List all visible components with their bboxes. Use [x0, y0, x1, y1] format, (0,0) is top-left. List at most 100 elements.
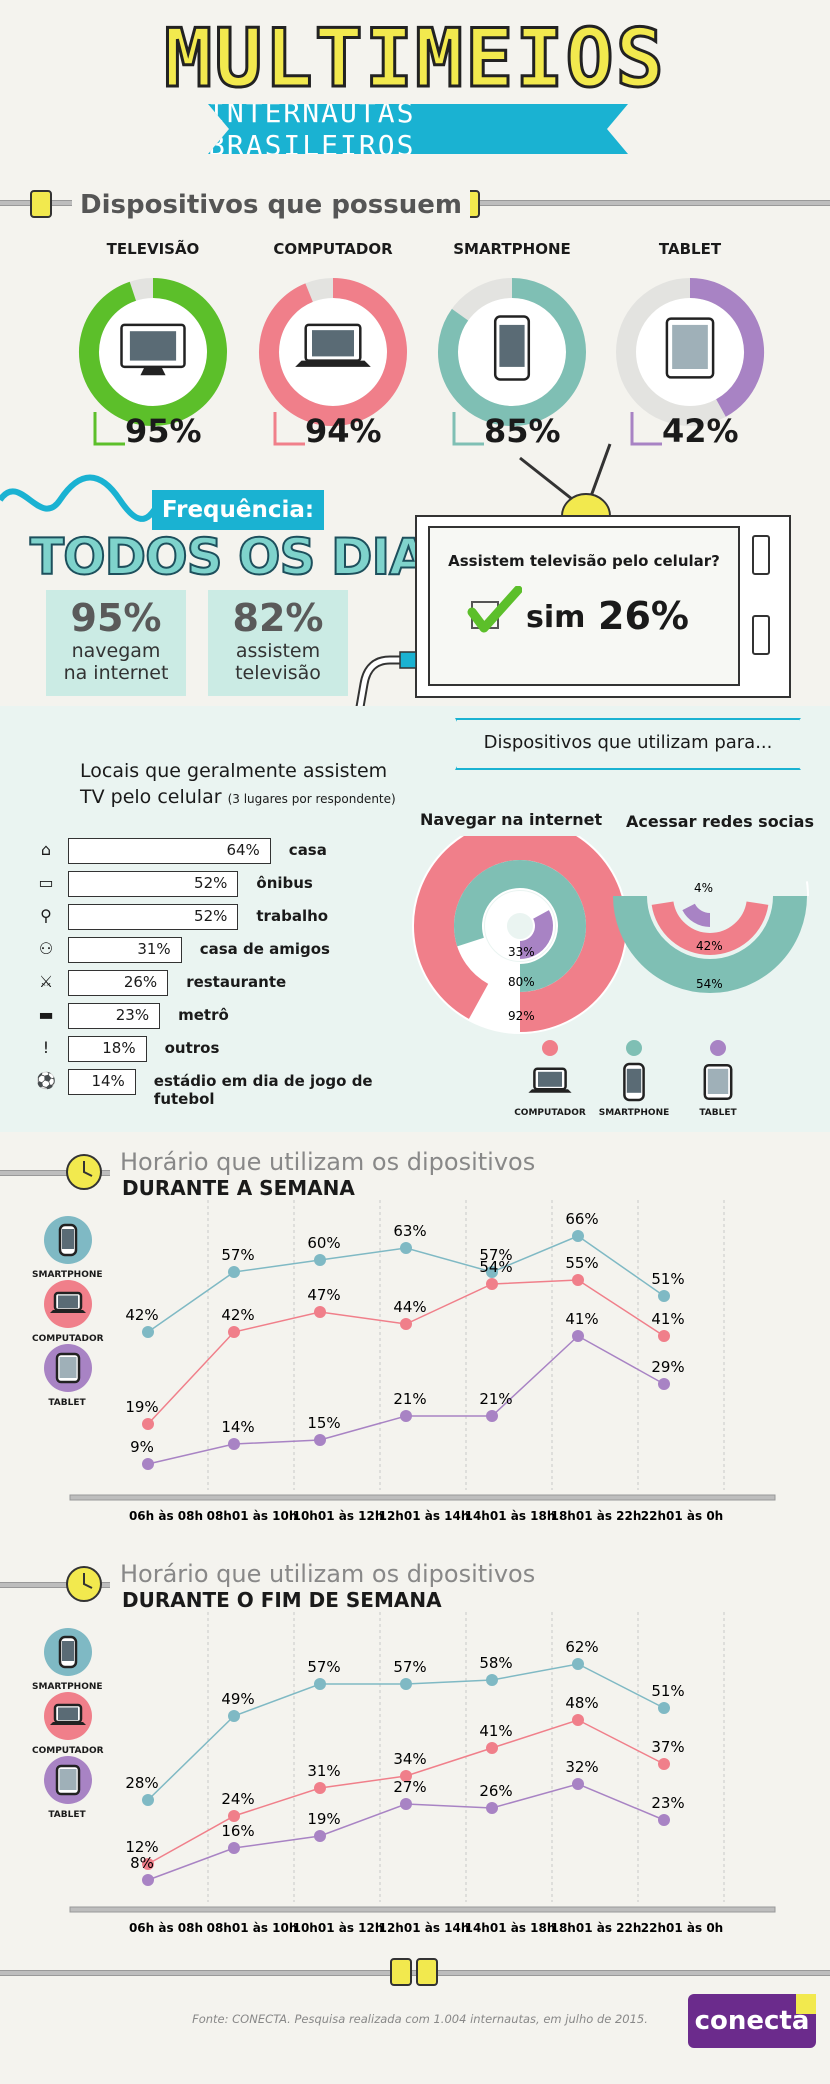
data-label: 21% — [479, 1390, 512, 1408]
devices-heading: Dispositivos que possuem — [72, 190, 470, 220]
data-point — [400, 1242, 412, 1254]
chart-title: Horário que utilizam os dipositivos — [120, 1560, 536, 1588]
location-label: estádio em dia de jogo de futebol — [153, 1072, 373, 1108]
locations-bar-list: ⌂ 64% casa ▭ 52% ônibus ⚲ 52% trabalho ⚇ 31% casa d… — [30, 838, 430, 1118]
ring-value-arc — [259, 278, 407, 426]
data-label: 55% — [565, 1254, 598, 1272]
data-point — [572, 1330, 584, 1342]
stat-box-tv: 82% assistem televisão — [208, 590, 348, 696]
location-label: ônibus — [256, 874, 313, 892]
data-label: 19% — [307, 1810, 340, 1828]
location-label: metrô — [178, 1006, 229, 1024]
train-icon: ▬ — [38, 1005, 54, 1024]
ring-value-arc — [79, 278, 227, 426]
data-label: 29% — [651, 1358, 684, 1376]
data-point — [658, 1290, 670, 1302]
tv-question: Assistem televisão pelo celular? — [448, 552, 720, 570]
data-label: 41% — [479, 1722, 512, 1740]
data-label: 54% — [479, 1258, 512, 1276]
locations-note: (3 lugares por respondente) — [227, 792, 396, 806]
cable-wave — [0, 474, 160, 522]
data-label: 37% — [651, 1738, 684, 1756]
donut-label: 33% — [508, 945, 535, 959]
data-point — [314, 1830, 326, 1842]
usage-donuts: 33% 80% 92% 4% 42% 54% — [412, 836, 809, 1034]
data-point — [572, 1714, 584, 1726]
data-label: 19% — [125, 1398, 158, 1416]
location-bar: 64% — [68, 838, 271, 864]
usage-heading: Dispositivos que utilizam para... — [483, 732, 773, 753]
ring-leader-line — [452, 412, 484, 446]
legend-dot — [710, 1040, 726, 1056]
data-label: 15% — [307, 1414, 340, 1432]
data-label: 26% — [479, 1782, 512, 1800]
data-label: 28% — [125, 1774, 158, 1792]
data-point — [658, 1378, 670, 1390]
data-point — [314, 1782, 326, 1794]
chart-rail — [0, 1582, 110, 1588]
plug-footer — [390, 1958, 412, 1986]
data-label: 62% — [565, 1638, 598, 1656]
data-label: 41% — [565, 1310, 598, 1328]
cutlery-icon: ⚔ — [38, 972, 54, 991]
x-axis — [69, 1494, 776, 1501]
location-bar: 14% — [68, 1069, 136, 1095]
legend-caption: COMPUTADOR — [32, 1334, 104, 1344]
tv-pct: 26% — [598, 594, 689, 638]
clock-icon — [66, 1154, 102, 1190]
legend-label: SMARTPHONE — [598, 1108, 670, 1118]
data-label: 66% — [565, 1210, 598, 1228]
chart-subtitle: DURANTE A SEMANA — [122, 1176, 355, 1200]
legend-caption: SMARTPHONE — [32, 1682, 103, 1692]
data-label: 57% — [221, 1246, 254, 1264]
legend-caption: COMPUTADOR — [32, 1746, 104, 1756]
x-tick-label: 12h01 às 14h — [379, 1921, 470, 1935]
data-point — [400, 1770, 412, 1782]
stat-pct: 82% — [232, 596, 324, 640]
tv-screen — [428, 526, 740, 686]
location-bar: 23% — [68, 1003, 161, 1029]
data-label: 23% — [651, 1794, 684, 1812]
stat-line1: navegam — [71, 640, 161, 662]
x-tick-label: 18h01 às 22h — [551, 1921, 642, 1935]
data-point — [658, 1702, 670, 1714]
every-day-title: TODOS OS DIAS — [29, 527, 464, 587]
smartphone-icon — [493, 315, 531, 381]
tablet-icon — [703, 1063, 733, 1101]
donut-edge — [805, 881, 809, 897]
x-tick-label: 14h01 às 18h — [465, 1509, 556, 1523]
x-tick-label: 10h01 às 12h — [293, 1921, 384, 1935]
data-point — [314, 1306, 326, 1318]
device-ring — [79, 278, 227, 446]
donut-label: 54% — [696, 977, 723, 991]
data-label: 8% — [130, 1854, 154, 1872]
location-label: outros — [164, 1039, 220, 1057]
chart-subtitle: DURANTE O FIM DE SEMANA — [122, 1588, 442, 1612]
x-tick-label: 06h às 08h — [129, 1921, 203, 1935]
footer-source: Fonte: CONECTA. Pesquisa realizada com 1… — [192, 2012, 648, 2026]
data-label: 14% — [221, 1418, 254, 1436]
smartphone-icon — [58, 1635, 78, 1669]
exclamation-icon: ! — [42, 1038, 50, 1057]
people-icon: ⚇ — [38, 939, 54, 958]
data-label: 47% — [307, 1286, 340, 1304]
device-pct: 42% — [662, 412, 739, 450]
x-tick-label: 14h01 às 18h — [465, 1921, 556, 1935]
data-point — [142, 1874, 154, 1886]
location-label: restaurante — [186, 973, 287, 991]
tablet-icon — [55, 1352, 81, 1384]
data-label: 12% — [125, 1838, 158, 1856]
data-label: 57% — [393, 1658, 426, 1676]
data-point — [486, 1266, 498, 1278]
stat-line2: televisão — [235, 662, 321, 684]
subtitle-ribbon: INTERNAUTAS BRASILEIROS — [208, 104, 628, 154]
data-point — [228, 1710, 240, 1722]
device-pct: 95% — [125, 412, 202, 450]
tv-icon — [120, 323, 186, 376]
location-bar: 52% — [68, 871, 239, 897]
stat-line1: assistem — [235, 640, 321, 662]
location-bar: 52% — [68, 904, 239, 930]
data-point — [400, 1318, 412, 1330]
data-label: 57% — [479, 1246, 512, 1264]
